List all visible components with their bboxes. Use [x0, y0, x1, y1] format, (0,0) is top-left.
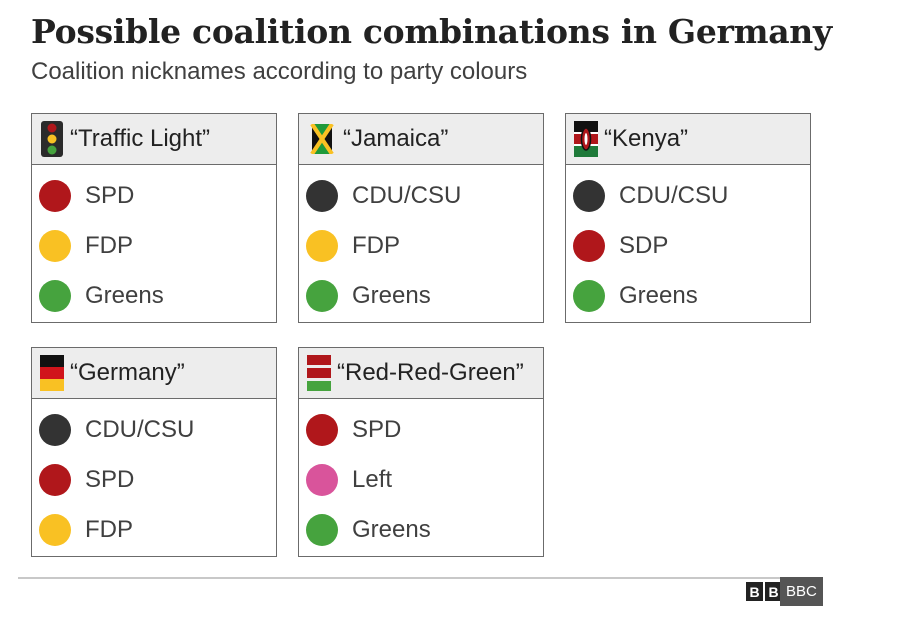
party-color-dot: [573, 230, 605, 262]
coalition-card-germany: “Germany” CDU/CSU SPD FDP: [31, 347, 277, 557]
party-name: SPD: [85, 182, 135, 209]
party-row: SPD: [32, 455, 276, 505]
coalition-card-header: “Kenya”: [566, 114, 810, 165]
party-color-dot: [39, 414, 71, 446]
party-name: Greens: [352, 282, 431, 309]
party-name: SPD: [85, 466, 135, 493]
bbc-logo: B B BBC: [746, 577, 823, 606]
party-list: SPD Left Greens: [299, 399, 543, 555]
party-name: Greens: [352, 516, 431, 543]
party-color-dot: [39, 280, 71, 312]
party-row: FDP: [32, 221, 276, 271]
party-name: FDP: [85, 232, 133, 259]
party-row: CDU/CSU: [299, 171, 543, 221]
coalition-card-red-red-green: “Red-Red-Green” SPD Left Greens: [298, 347, 544, 557]
party-list: CDU/CSU FDP Greens: [299, 165, 543, 321]
party-color-dot: [39, 180, 71, 212]
coalition-name: “Kenya”: [604, 125, 689, 152]
party-name: Left: [352, 466, 393, 493]
party-name: Greens: [619, 282, 698, 309]
party-name: FDP: [85, 516, 133, 543]
coalition-card-header: “Red-Red-Green”: [299, 348, 543, 399]
party-name: SDP: [619, 232, 669, 259]
party-row: Left: [299, 455, 543, 505]
party-row: FDP: [299, 221, 543, 271]
party-list: CDU/CSU SPD FDP: [32, 399, 276, 555]
party-row: FDP: [32, 505, 276, 555]
bbc-badge: BBC: [780, 577, 823, 606]
party-color-dot: [39, 230, 71, 262]
coalition-card-header: “Traffic Light”: [32, 114, 276, 165]
party-name: CDU/CSU: [85, 416, 195, 443]
bbc-logo-block: B: [746, 582, 763, 601]
coalition-name: “Traffic Light”: [70, 125, 211, 152]
red-red-green-flag-icon: [307, 355, 331, 391]
party-row: SPD: [32, 171, 276, 221]
traffic-light-icon: [41, 121, 63, 157]
party-color-dot: [306, 514, 338, 546]
footer-divider: [18, 577, 821, 579]
party-list: SPD FDP Greens: [32, 165, 276, 321]
coalition-name: “Red-Red-Green”: [337, 359, 524, 386]
party-list: CDU/CSU SDP Greens: [566, 165, 810, 321]
party-color-dot: [573, 180, 605, 212]
party-name: CDU/CSU: [352, 182, 462, 209]
party-name: Greens: [85, 282, 164, 309]
page-title: Possible coalition combinations in Germa…: [31, 12, 832, 51]
party-row: CDU/CSU: [32, 405, 276, 455]
coalition-card-traffic-light: “Traffic Light” SPD FDP Greens: [31, 113, 277, 323]
party-row: SDP: [566, 221, 810, 271]
party-color-dot: [306, 414, 338, 446]
party-color-dot: [573, 280, 605, 312]
coalition-card-header: “Germany”: [32, 348, 276, 399]
party-color-dot: [306, 464, 338, 496]
coalition-name: “Germany”: [70, 359, 185, 386]
jamaica-flag-icon: [310, 124, 334, 154]
coalition-card-header: “Jamaica”: [299, 114, 543, 165]
germany-flag-icon: [40, 355, 64, 391]
party-row: SPD: [299, 405, 543, 455]
party-row: CDU/CSU: [566, 171, 810, 221]
party-color-dot: [39, 514, 71, 546]
party-row: Greens: [32, 271, 276, 321]
coalition-card-kenya: “Kenya” CDU/CSU SDP Greens: [565, 113, 811, 323]
party-row: Greens: [299, 505, 543, 555]
coalition-name: “Jamaica”: [343, 125, 449, 152]
party-name: CDU/CSU: [619, 182, 729, 209]
party-color-dot: [306, 280, 338, 312]
party-row: Greens: [299, 271, 543, 321]
party-name: SPD: [352, 416, 402, 443]
party-color-dot: [306, 180, 338, 212]
kenya-flag-icon: [574, 121, 598, 157]
page-subtitle: Coalition nicknames according to party c…: [31, 58, 528, 85]
party-color-dot: [39, 464, 71, 496]
party-name: FDP: [352, 232, 400, 259]
coalition-card-jamaica: “Jamaica” CDU/CSU FDP Greens: [298, 113, 544, 323]
bbc-logo-block: B: [765, 582, 782, 601]
party-row: Greens: [566, 271, 810, 321]
party-color-dot: [306, 230, 338, 262]
